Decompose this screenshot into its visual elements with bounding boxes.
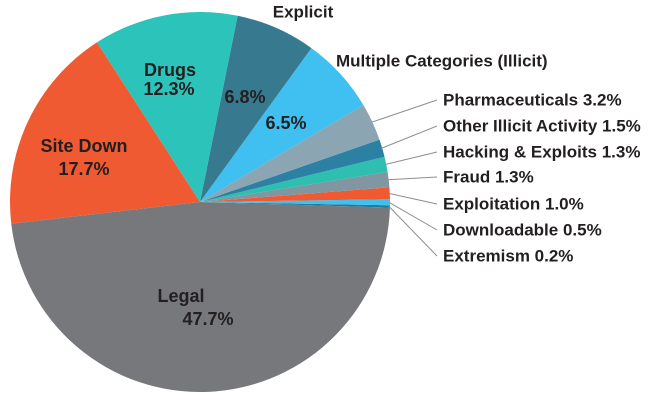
- label-hacking-exploits: Hacking & Exploits 1.3%: [443, 143, 640, 162]
- label-explicit-value: 6.8%: [224, 87, 265, 107]
- label-explicit-name: Explicit: [273, 3, 334, 22]
- leader-line-downloadable: [388, 201, 438, 231]
- label-site-down-value: 17.7%: [58, 159, 109, 179]
- slice-extremism: [200, 202, 390, 208]
- slice-explicit: [200, 15, 312, 203]
- label-downloadable: Downloadable 0.5%: [443, 221, 602, 240]
- slice-pharmaceuticals: [200, 105, 380, 202]
- slice-downloadable: [200, 199, 390, 206]
- label-site-down-name: Site Down: [40, 136, 127, 156]
- slice-other-illicit-activity: [200, 139, 385, 202]
- label-legal-value: 47.7%: [182, 309, 233, 329]
- leader-line-pharmaceuticals: [371, 99, 438, 123]
- slice-multiple-categories-illicit: [200, 48, 364, 203]
- label-exploitation: Exploitation 1.0%: [443, 195, 584, 214]
- slice-exploitation: [200, 187, 390, 202]
- slice-legal: [11, 202, 390, 393]
- slice-hacking-exploits: [200, 156, 388, 202]
- label-legal-name: Legal: [157, 286, 204, 306]
- slice-drugs: [96, 11, 238, 202]
- label-multiple-categories-illicit-name: Multiple Categories (Illicit): [336, 52, 548, 71]
- label-multiple-categories-illicit-value: 6.5%: [265, 113, 306, 133]
- leader-line-other-illicit-activity: [381, 125, 438, 149]
- label-drugs-name: Drugs: [144, 60, 196, 80]
- slice-fraud: [200, 171, 390, 202]
- label-extremism: Extremism 0.2%: [443, 247, 573, 266]
- label-drugs-value: 12.3%: [143, 79, 194, 99]
- label-fraud: Fraud 1.3%: [443, 168, 534, 187]
- leader-line-exploitation: [388, 192, 438, 205]
- leader-line-extremism: [388, 206, 438, 257]
- label-other-illicit-activity: Other Illicit Activity 1.5%: [443, 117, 641, 136]
- slice-site-down: [9, 42, 201, 224]
- label-pharmaceuticals: Pharmaceuticals 3.2%: [443, 91, 622, 110]
- leader-line-hacking-exploits: [385, 151, 438, 165]
- leader-line-fraud: [387, 176, 438, 181]
